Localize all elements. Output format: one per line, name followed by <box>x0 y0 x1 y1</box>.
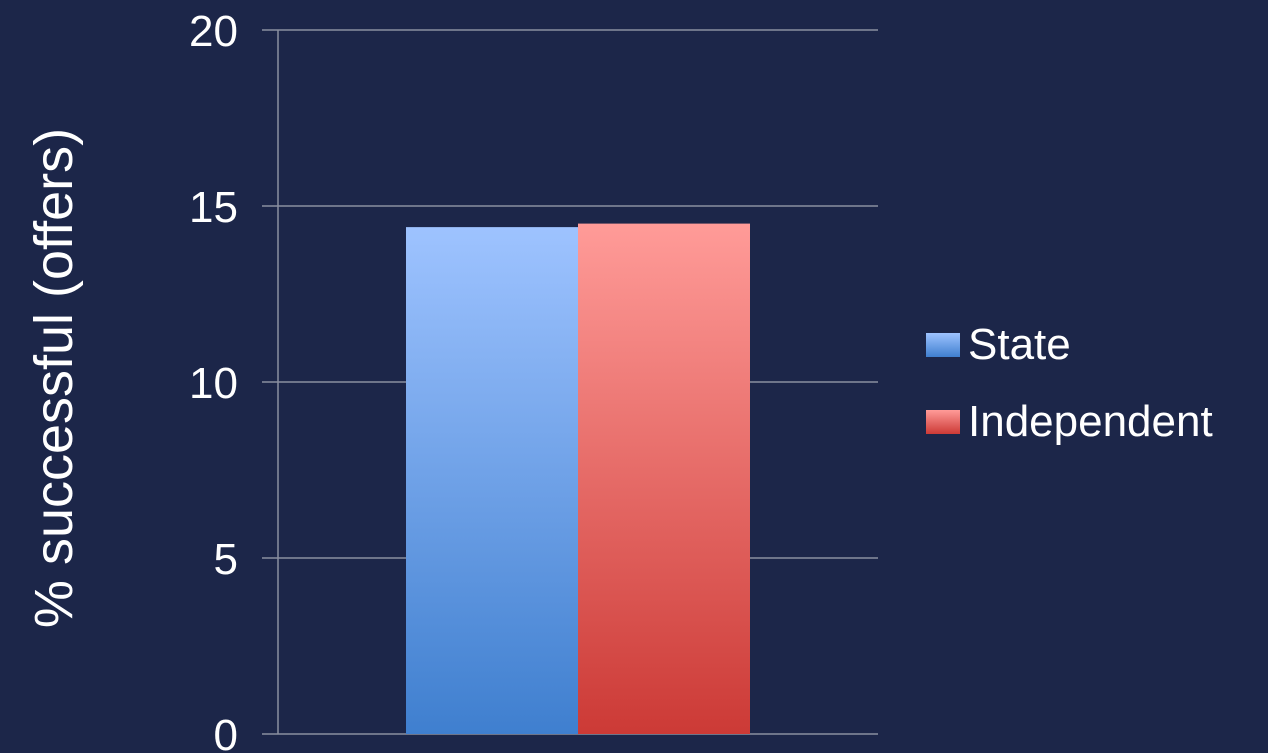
legend-label-state: State <box>968 320 1071 369</box>
y-tick-label: 10 <box>189 359 238 408</box>
y-tick-labels: 0 5 10 15 20 <box>189 7 238 753</box>
y-tick-label: 5 <box>214 535 238 584</box>
legend: State Independent <box>926 320 1213 446</box>
bar-independent <box>578 223 750 734</box>
legend-label-independent: Independent <box>968 397 1213 446</box>
bars <box>406 223 750 734</box>
y-tick-label: 15 <box>189 183 238 232</box>
legend-swatch-state <box>926 333 960 357</box>
bar-state <box>406 227 578 734</box>
y-tick-label: 20 <box>189 7 238 56</box>
y-tick-label: 0 <box>214 711 238 753</box>
y-axis-label: % successful (offers) <box>24 128 84 628</box>
legend-swatch-independent <box>926 410 960 434</box>
